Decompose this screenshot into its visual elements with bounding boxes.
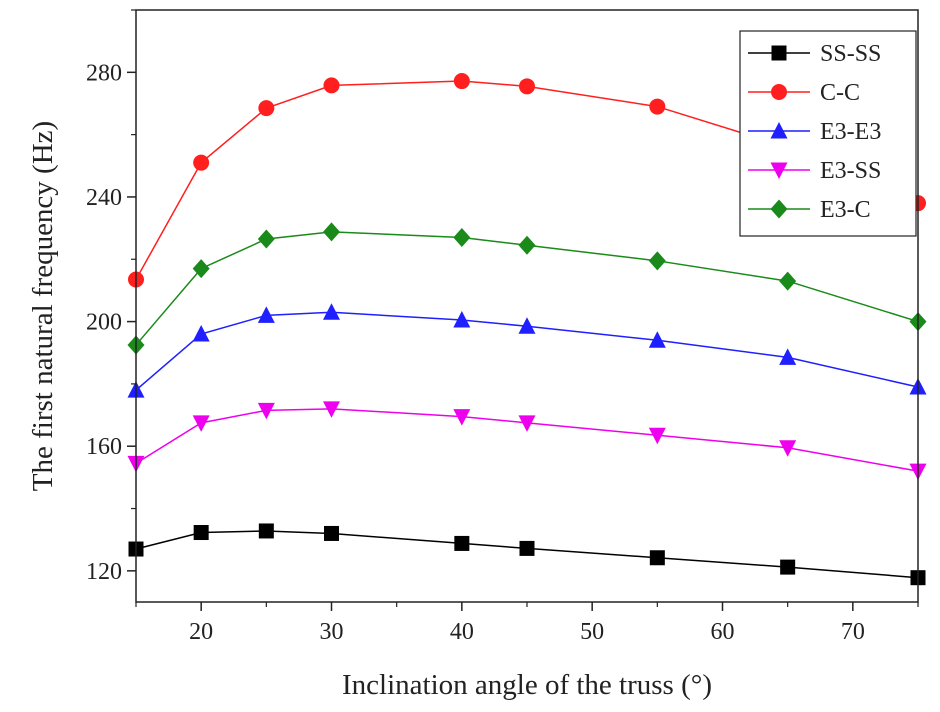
data-point-ss-ss	[649, 550, 665, 566]
data-point-e3-c	[518, 235, 536, 255]
legend-item-e3-c: E3-C	[748, 197, 871, 223]
data-point-e3-ss	[257, 402, 275, 420]
x-tick-label: 40	[450, 619, 474, 645]
data-point-e3-e3	[323, 303, 340, 320]
data-point-e3-e3	[257, 306, 275, 323]
legend-item-ss-ss: SS-SS	[748, 41, 881, 67]
y-tick-label: 280	[86, 60, 122, 86]
legend-marker-e3-ss	[770, 162, 788, 179]
data-point-c-c	[193, 154, 210, 171]
legend-marker-c-c	[771, 84, 787, 100]
data-point-e3-ss	[192, 415, 210, 432]
data-point-c-c	[649, 98, 666, 115]
legend-box	[739, 30, 917, 237]
y-tick-label: 200	[86, 310, 122, 336]
series-e3-c	[127, 222, 927, 355]
data-point-e3-c	[453, 227, 471, 247]
data-point-e3-c	[192, 259, 210, 279]
data-point-c-c	[258, 100, 275, 117]
data-point-c-c	[519, 78, 535, 95]
data-point-ss-ss	[193, 525, 209, 541]
data-point-e3-e3	[192, 325, 210, 342]
x-tick-label: 50	[580, 619, 604, 645]
data-point-e3-e3	[518, 317, 536, 334]
data-point-ss-ss	[324, 525, 339, 541]
data-point-e3-c	[257, 229, 275, 249]
data-point-ss-ss	[258, 523, 274, 539]
legend-label-ss-ss: SS-SS	[820, 41, 881, 67]
data-point-c-c	[323, 77, 340, 94]
data-point-e3-ss	[453, 409, 471, 426]
x-tick-label: 30	[320, 619, 344, 645]
data-point-e3-c	[648, 251, 666, 271]
data-point-e3-c	[323, 222, 340, 242]
y-tick-label: 120	[86, 559, 122, 585]
data-point-e3-e3	[779, 348, 797, 365]
x-tick-label: 70	[841, 619, 865, 645]
data-point-e3-e3	[648, 331, 666, 348]
legend-item-c-c: C-C	[748, 80, 860, 106]
series-layer	[127, 73, 927, 586]
data-point-ss-ss	[780, 559, 796, 575]
legend-label-e3-c: E3-C	[820, 197, 871, 223]
x-axis-title: Inclination angle of the truss (°)	[342, 669, 712, 701]
y-tick-label: 160	[86, 434, 122, 460]
data-point-ss-ss	[519, 540, 535, 556]
data-point-e3-e3	[453, 311, 471, 328]
data-point-ss-ss	[454, 535, 470, 551]
axis-ticks: 20 30 40 50 60 70 120 160 200 240 280	[86, 9, 919, 645]
x-tick-label: 20	[189, 619, 213, 645]
legend-marker-ss-ss	[771, 45, 787, 61]
series-e3-e3	[127, 303, 927, 398]
legend-item-e3-e3: E3-E3	[748, 119, 881, 145]
legend-label-c-c: C-C	[820, 80, 860, 106]
y-axis-title: The first natural frequency (Hz)	[27, 121, 59, 491]
data-point-e3-ss	[648, 427, 666, 445]
legend-item-e3-ss: E3-SS	[748, 158, 881, 184]
legend-label-e3-e3: E3-E3	[820, 119, 881, 145]
legend-label-e3-ss: E3-SS	[820, 158, 881, 184]
legend-marker-e3-c	[770, 199, 788, 219]
series-e3-ss	[127, 401, 927, 481]
data-point-e3-ss	[323, 401, 340, 418]
data-point-e3-ss	[518, 415, 536, 432]
data-point-c-c	[453, 73, 470, 90]
x-tick-label: 60	[711, 619, 735, 645]
legend: SS-SS C-C E3-E3 E3-SS E3-C	[739, 30, 917, 237]
legend-marker-e3-e3	[770, 122, 788, 139]
series-ss-ss	[128, 523, 926, 586]
y-tick-label: 240	[86, 185, 122, 211]
data-point-e3-ss	[779, 440, 797, 457]
data-point-e3-c	[779, 271, 797, 291]
